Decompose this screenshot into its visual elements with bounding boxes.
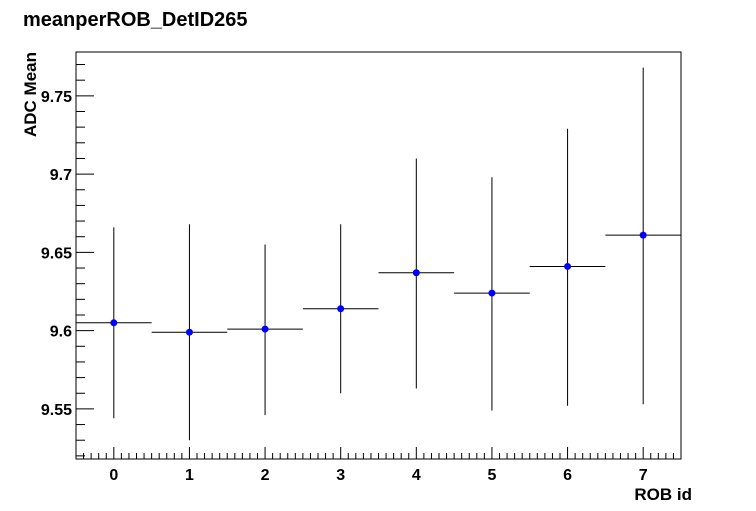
data-point [110, 319, 118, 327]
x-tick-label: 6 [563, 467, 572, 484]
chart-title: meanperROB_DetID265 [23, 9, 248, 31]
y-tick-label: 9.55 [41, 402, 72, 419]
y-axis: 9.55 9.6 9.65 9.7 9.75 [41, 64, 94, 457]
x-axis: 0 1 2 3 4 5 6 7 [75, 447, 682, 484]
x-tick-label: 5 [487, 467, 496, 484]
data-point [337, 305, 345, 313]
data-point [564, 262, 572, 270]
data-point [488, 289, 496, 297]
data-point [261, 325, 269, 333]
y-tick-label: 9.65 [41, 245, 72, 262]
x-tick-label: 1 [185, 467, 194, 484]
x-tick-label: 7 [639, 467, 648, 484]
x-tick-label: 3 [336, 467, 345, 484]
y-tick-label: 9.7 [50, 167, 72, 184]
data-point [185, 328, 193, 336]
x-tick-label: 4 [412, 467, 421, 484]
y-tick-label: 9.6 [50, 324, 72, 341]
data-point [639, 231, 647, 239]
data-series [76, 67, 681, 441]
x-tick-label: 0 [109, 467, 118, 484]
y-axis-label: ADC Mean [21, 52, 40, 137]
x-tick-label: 2 [261, 467, 270, 484]
x-axis-label: ROB id [634, 485, 692, 504]
data-point [412, 269, 420, 277]
y-tick-label: 9.75 [41, 89, 72, 106]
